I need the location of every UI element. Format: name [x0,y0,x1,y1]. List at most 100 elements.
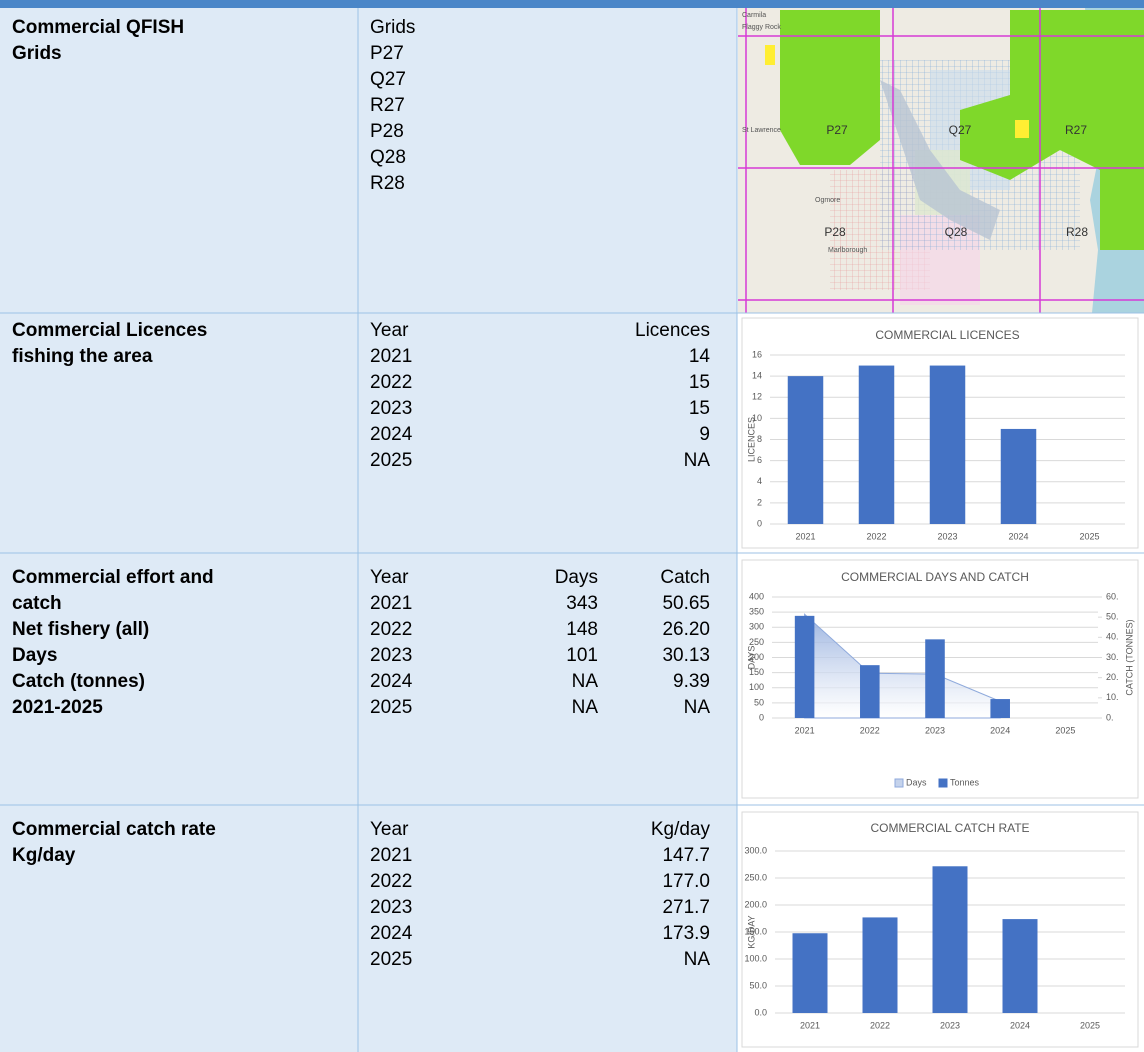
table-cell: 101 [566,645,598,666]
map-label: Flaggy Rock [742,24,781,31]
y-axis-label: KG/DAY [746,915,756,948]
table-cell: NA [684,697,711,718]
table-cell: R27 [370,95,405,116]
bar [929,365,966,524]
table-cell: 9 [699,424,710,445]
row-label: Net fishery (all) [12,619,149,640]
table-cell: 2025 [370,697,412,718]
y-tick-label: 300.0 [744,845,767,855]
y-tick-label: 0 [757,518,762,528]
bar [990,699,1010,718]
table-cell: 343 [566,593,598,614]
y2-tick-label: 0. [1106,712,1114,722]
table-cell: 2023 [370,398,412,419]
table-cell: NA [572,697,599,718]
column-header: Kg/day [651,819,711,840]
legend-swatch [894,778,904,788]
bar [925,639,945,718]
map-label: Ogmore [815,197,840,204]
y2-tick-label: 30. [1106,652,1119,662]
x-tick-label: 2024 [1010,1020,1030,1030]
row-label: Days [12,645,57,666]
bar [862,917,898,1013]
table-cell: R28 [370,173,405,194]
legend-swatch [938,778,948,788]
x-tick-label: 2023 [925,725,945,735]
row-label: catch [12,593,62,614]
table-cell: P28 [370,121,404,142]
bar [792,933,828,1013]
table-cell: NA [684,949,711,970]
bar [860,665,880,718]
x-tick-label: 2021 [800,1020,820,1030]
table-cell: 30.13 [662,645,710,666]
y-tick-label: 150 [749,667,764,677]
y-tick-label: 200.0 [744,899,767,909]
top-bar [0,0,1144,8]
y-tick-label: 50.0 [749,980,767,990]
y-tick-label: 100 [749,682,764,692]
row-label: 2021-2025 [12,697,103,718]
y-tick-label: 350 [749,607,764,617]
row-label: Commercial effort and [12,567,214,588]
y-tick-label: 150.0 [744,926,767,936]
x-tick-label: 2025 [1055,725,1075,735]
x-tick-label: 2022 [866,531,886,541]
y-tick-label: 250 [749,637,764,647]
row-label: Grids [12,43,62,64]
y-tick-label: 100.0 [744,953,767,963]
table-cell: 271.7 [662,897,710,918]
x-tick-label: 2025 [1079,531,1099,541]
column-header: Licences [635,320,710,341]
y-tick-label: 8 [757,434,762,444]
y-tick-label: 6 [757,455,762,465]
x-tick-label: 2022 [870,1020,890,1030]
table-cell: 173.9 [662,923,710,944]
x-tick-label: 2022 [860,725,880,735]
legend-label: Tonnes [950,777,980,787]
y-tick-label: 16 [752,349,762,359]
bar [858,365,895,524]
map-label: P28 [824,225,846,239]
table-cell: 2022 [370,619,412,640]
y-tick-label: 4 [757,476,762,486]
y-tick-label: 10 [752,413,762,423]
chart-title: COMMERCIAL CATCH RATE [870,821,1029,835]
table-cell: Q28 [370,147,406,168]
map-green [780,10,880,165]
y2-tick-label: 20. [1106,672,1119,682]
x-tick-label: 2021 [795,725,815,735]
y2-axis-label: CATCH (TONNES) [1124,619,1134,695]
row-label: Catch (tonnes) [12,671,145,692]
table-cell: 14 [689,346,711,367]
row-label: Kg/day [12,845,76,866]
y-tick-label: 400 [749,591,764,601]
y2-tick-label: 40. [1106,632,1119,642]
y-tick-label: 50 [754,697,764,707]
y-tick-label: 12 [752,392,762,402]
y2-tick-label: 50. [1106,612,1119,622]
y-tick-label: 250.0 [744,872,767,882]
table-cell: 15 [689,398,710,419]
table-cell: 2022 [370,871,412,892]
table-cell: 15 [689,372,710,393]
bar [1002,919,1038,1013]
bar [1000,428,1037,524]
map-label: St Lawrence [742,127,781,134]
table-cell: P27 [370,43,404,64]
table-cell: 147.7 [662,845,710,866]
map [738,8,1144,313]
x-tick-label: 2024 [1008,531,1028,541]
column-header: Days [555,567,598,588]
x-tick-label: 2025 [1080,1020,1100,1030]
bar [794,615,815,718]
map-green [960,10,1144,250]
table-cell: 2024 [370,923,413,944]
column-header: Grids [370,17,415,38]
column-header: Year [370,567,409,588]
y-axis-label: LICENCES [746,417,756,462]
table-cell: 2024 [370,424,413,445]
map-estuary [880,80,1000,240]
table-cell: 2022 [370,372,412,393]
